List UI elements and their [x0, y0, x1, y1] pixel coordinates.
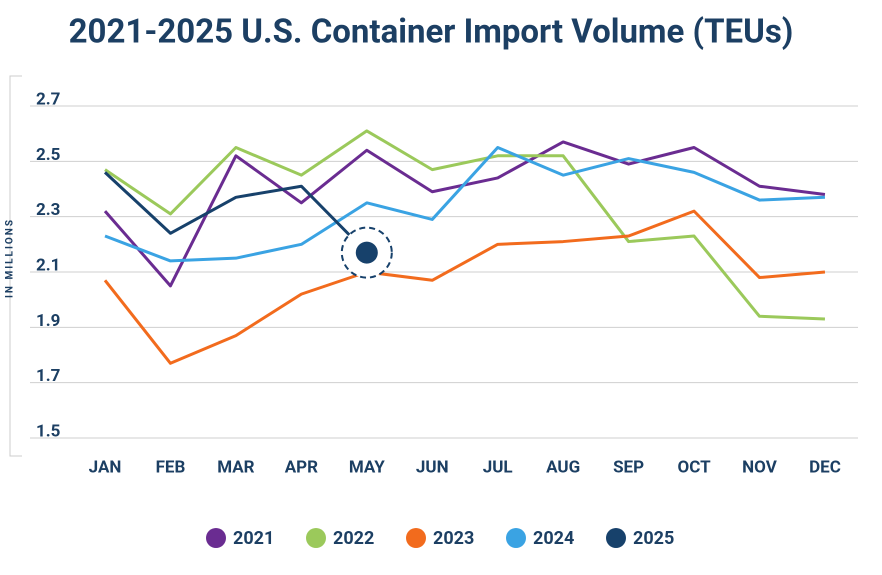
- legend-label: 2024: [533, 528, 574, 549]
- highlight-point: [355, 241, 378, 264]
- x-tick-label: AUG: [546, 457, 580, 477]
- x-tick-label: MAR: [217, 457, 254, 477]
- y-tick-label: 1.5: [36, 421, 61, 441]
- chart-title: 2021-2025 U.S. Container Import Volume (…: [69, 13, 794, 52]
- x-tick-label: JUL: [483, 457, 513, 477]
- legend-swatch: [206, 528, 226, 548]
- legend-swatch: [606, 528, 626, 548]
- x-tick-label: FEB: [156, 457, 186, 477]
- y-axis-label: IN MILLIONS: [5, 218, 16, 298]
- legend-label: 2023: [433, 528, 474, 549]
- line-series: [104, 146, 826, 263]
- legend-swatch: [406, 528, 426, 548]
- x-tick-label: MAY: [349, 457, 385, 477]
- x-tick-label: SEP: [613, 457, 644, 477]
- x-tick-label: JAN: [89, 457, 122, 477]
- y-tick-label: 2.3: [36, 200, 60, 220]
- x-tick-label: NOV: [742, 457, 778, 477]
- line-series: [104, 129, 826, 321]
- line-series: [103, 209, 826, 365]
- legend-swatch: [306, 528, 326, 548]
- legend-label: 2021: [233, 528, 274, 549]
- x-tick-label: OCT: [677, 457, 711, 477]
- axis-bracket: [9, 75, 22, 457]
- x-tick-label: DEC: [809, 457, 841, 477]
- y-tick-label: 2.1: [36, 255, 60, 275]
- y-tick-label: 1.7: [36, 366, 61, 386]
- line-series: [103, 171, 368, 254]
- x-tick-label: APR: [285, 457, 318, 477]
- x-tick-label: JUN: [416, 457, 449, 477]
- y-tick-label: 1.9: [36, 311, 60, 331]
- legend-label: 2025: [633, 528, 674, 549]
- legend-label: 2022: [333, 528, 374, 549]
- legend-swatch: [506, 528, 526, 548]
- y-tick-label: 2.7: [36, 89, 61, 109]
- y-tick-label: 2.5: [36, 145, 61, 165]
